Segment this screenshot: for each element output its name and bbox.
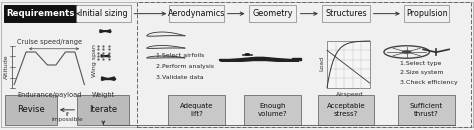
FancyBboxPatch shape [322, 5, 370, 22]
Text: Wing span: Wing span [92, 44, 97, 77]
Text: Altitude: Altitude [4, 55, 9, 79]
Text: Revise: Revise [17, 105, 45, 114]
Polygon shape [101, 55, 109, 57]
Polygon shape [100, 30, 110, 33]
Polygon shape [221, 57, 299, 61]
Text: Initial sizing: Initial sizing [80, 9, 127, 18]
Text: Iterate: Iterate [89, 105, 118, 114]
Text: Sufficient
thrust?: Sufficient thrust? [410, 103, 443, 117]
Circle shape [245, 54, 249, 55]
Polygon shape [101, 77, 115, 80]
FancyBboxPatch shape [77, 95, 129, 125]
Text: 1.Select airfoils: 1.Select airfoils [156, 53, 205, 58]
Text: if
impossible: if impossible [52, 112, 83, 122]
FancyBboxPatch shape [249, 5, 296, 22]
Text: Load: Load [320, 56, 325, 71]
FancyBboxPatch shape [398, 95, 455, 125]
Circle shape [402, 51, 411, 53]
Text: Acceptable
stress?: Acceptable stress? [327, 103, 365, 117]
FancyBboxPatch shape [5, 95, 57, 125]
FancyBboxPatch shape [404, 5, 449, 22]
FancyBboxPatch shape [168, 95, 225, 125]
Text: Propulsion: Propulsion [406, 9, 447, 18]
FancyBboxPatch shape [244, 95, 301, 125]
FancyBboxPatch shape [242, 54, 253, 55]
Bar [327, 41, 370, 88]
Text: Geometry: Geometry [252, 9, 293, 18]
Text: Requirements: Requirements [6, 9, 74, 18]
Text: 2.Size system: 2.Size system [400, 70, 443, 75]
Bar [137, 2, 471, 127]
Polygon shape [292, 58, 301, 59]
FancyBboxPatch shape [169, 5, 224, 22]
Text: Airspeed: Airspeed [336, 92, 364, 97]
Text: Structures: Structures [325, 9, 367, 18]
Text: Endurance/payload: Endurance/payload [18, 92, 82, 98]
Text: Cruise speed/range: Cruise speed/range [17, 39, 82, 45]
Text: 2.Perform analysis: 2.Perform analysis [156, 64, 214, 69]
Text: Aerodynamics: Aerodynamics [168, 9, 226, 18]
Polygon shape [101, 78, 115, 79]
Text: 1.Select type: 1.Select type [400, 61, 441, 66]
FancyBboxPatch shape [4, 5, 77, 22]
Text: Adequate
lift?: Adequate lift? [180, 103, 213, 117]
FancyBboxPatch shape [76, 5, 131, 22]
Text: 3.Validate data: 3.Validate data [156, 75, 204, 80]
FancyBboxPatch shape [318, 95, 374, 125]
Polygon shape [219, 59, 301, 60]
Text: Enough
volume?: Enough volume? [258, 103, 287, 117]
Text: 3.Check efficiency: 3.Check efficiency [400, 80, 457, 85]
Text: Weight: Weight [91, 92, 115, 98]
